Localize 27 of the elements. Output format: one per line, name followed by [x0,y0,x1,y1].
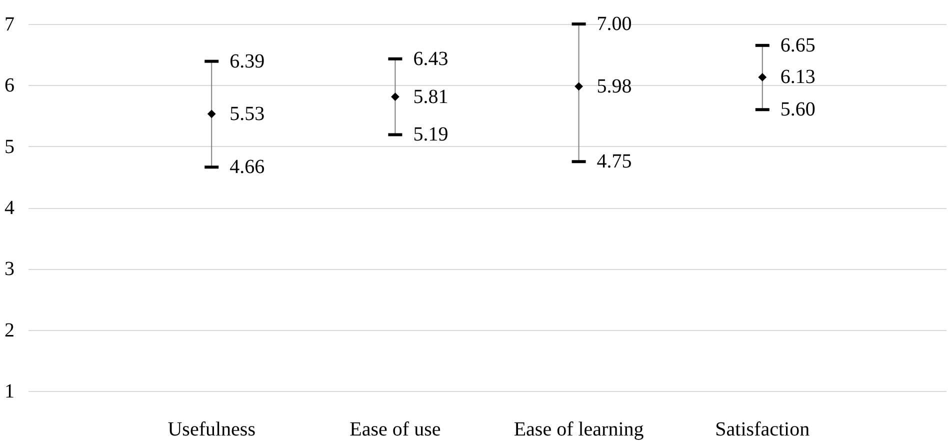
x-tick-label: Ease of use [350,418,441,440]
y-tick-label: 3 [4,258,14,280]
data-label: 6.13 [780,66,816,88]
x-tick-label: Usefulness [168,418,256,440]
annotation: 4.75 [596,150,632,173]
x-tick-label: Ease of learning [514,418,644,440]
y-tick-label: 6 [4,74,14,97]
point [758,73,767,82]
annotation: 4.66 [230,156,265,178]
annotation: 7.00 [596,13,632,35]
y-tick-label: 7 [4,14,14,36]
point [574,82,583,91]
data-label: 5.53 [230,102,265,125]
point [207,110,216,118]
y-tick-label: 2 [4,319,14,342]
annotation: 6.43 [413,48,448,70]
x-tick-label: Satisfaction [715,418,810,440]
annotation: 5.60 [780,98,816,121]
data-label: 5.98 [596,75,632,98]
y-tick-label: 4 [4,197,14,219]
data-label: 5.81 [413,86,448,108]
y-tick-label: 5 [4,136,14,158]
annotation: 6.39 [230,50,265,72]
y-tick-label: 1 [4,380,14,402]
annotation: 6.65 [780,34,816,56]
annotation: 5.19 [413,124,448,146]
point [391,92,400,101]
